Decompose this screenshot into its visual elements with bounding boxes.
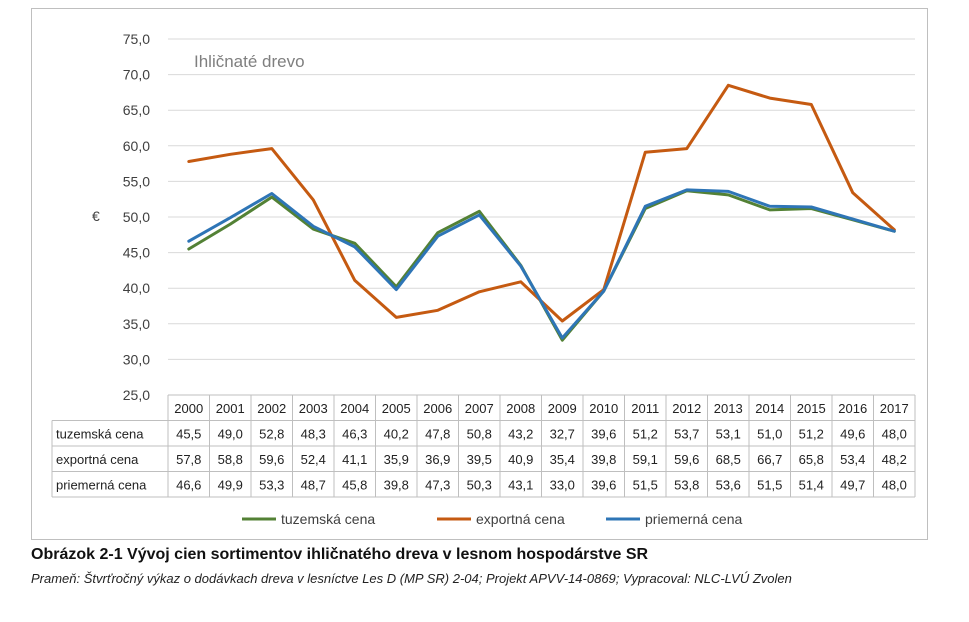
data-label: 52,8 (259, 426, 284, 441)
x-tick-label: 2004 (340, 401, 369, 416)
y-tick-label: 35,0 (123, 316, 150, 332)
data-label: 51,5 (757, 477, 782, 492)
x-tick-label: 2008 (506, 401, 535, 416)
data-label: 39,5 (467, 452, 492, 467)
figure-caption-title: Obrázok 2-1 Vývoj cien sortimentov ihlič… (31, 546, 649, 563)
data-label: 41,1 (342, 452, 367, 467)
data-label: 51,2 (633, 426, 658, 441)
data-label: 49,7 (840, 477, 865, 492)
x-tick-label: 2009 (548, 401, 577, 416)
y-tick-label: 40,0 (123, 280, 150, 296)
x-tick-label: 2013 (714, 401, 743, 416)
data-label: 51,4 (799, 477, 824, 492)
data-label: 43,2 (508, 426, 533, 441)
data-label: 45,8 (342, 477, 367, 492)
legend-label: priemerná cena (645, 511, 742, 527)
x-tick-label: 2011 (631, 401, 659, 416)
data-label: 49,6 (840, 426, 865, 441)
y-tick-label: 75,0 (123, 31, 150, 47)
data-label: 35,4 (550, 452, 575, 467)
data-label: 53,4 (840, 452, 865, 467)
data-label: 53,8 (674, 477, 699, 492)
table-row-label: exportná cena (56, 452, 139, 467)
data-label: 47,8 (425, 426, 450, 441)
figure-caption-source: Prameň: Štvrťročný výkaz o dodávkach dre… (31, 571, 792, 586)
data-label: 49,9 (218, 477, 243, 492)
data-label: 58,8 (218, 452, 243, 467)
data-label: 32,7 (550, 426, 575, 441)
data-label: 57,8 (176, 452, 201, 467)
x-tick-label: 2017 (880, 401, 909, 416)
data-label: 48,7 (301, 477, 326, 492)
data-label: 53,6 (716, 477, 741, 492)
table-row-label: tuzemská cena (56, 426, 144, 441)
data-label: 48,3 (301, 426, 326, 441)
data-label: 39,8 (591, 452, 616, 467)
y-tick-label: 70,0 (123, 67, 150, 83)
data-label: 46,6 (176, 477, 201, 492)
data-label: 59,1 (633, 452, 658, 467)
data-label: 47,3 (425, 477, 450, 492)
data-label: 50,8 (467, 426, 492, 441)
x-tick-label: 2001 (216, 401, 245, 416)
data-label: 65,8 (799, 452, 824, 467)
data-label: 49,0 (218, 426, 243, 441)
y-tick-label: 45,0 (123, 245, 150, 261)
data-label: 68,5 (716, 452, 741, 467)
series-line (187, 188, 896, 340)
legend-label: tuzemská cena (281, 511, 375, 527)
x-tick-label: 2014 (755, 401, 784, 416)
data-label: 51,0 (757, 426, 782, 441)
data-label: 45,5 (176, 426, 201, 441)
x-tick-label: 2010 (589, 401, 618, 416)
line-chart: 25,0 30,0 35,0 40,0 45,0 50,0 55,0 60,0 65,0 70,0… (51, 31, 916, 527)
y-tick-label: 55,0 (123, 173, 150, 189)
legend-label: exportná cena (476, 511, 565, 527)
data-label: 59,6 (259, 452, 284, 467)
data-label: 50,3 (467, 477, 492, 492)
chart-frame: 25,0 30,0 35,0 40,0 45,0 50,0 55,0 60,0 65,0 70,0… (31, 8, 928, 540)
series-line (187, 83, 896, 323)
data-label: 35,9 (384, 452, 409, 467)
chart-title: Ihličnaté drevo (194, 52, 305, 71)
y-tick-label: 25,0 (123, 387, 150, 403)
data-label: 59,6 (674, 452, 699, 467)
data-label: 53,7 (674, 426, 699, 441)
x-tick-label: 2015 (797, 401, 826, 416)
data-label: 36,9 (425, 452, 450, 467)
x-tick-label: 2003 (299, 401, 328, 416)
data-label: 40,2 (384, 426, 409, 441)
x-tick-label: 2016 (838, 401, 867, 416)
data-label: 51,5 (633, 477, 658, 492)
y-tick-label: 60,0 (123, 138, 150, 154)
data-label: 39,6 (591, 477, 616, 492)
data-label: 48,0 (882, 426, 907, 441)
data-label: 53,3 (259, 477, 284, 492)
table-row-label: priemerná cena (56, 477, 147, 492)
data-label: 43,1 (508, 477, 533, 492)
x-tick-label: 2002 (257, 401, 286, 416)
y-tick-label: 65,0 (123, 102, 150, 118)
x-tick-label: 2006 (423, 401, 452, 416)
data-label: 52,4 (301, 452, 326, 467)
y-tick-label: 50,0 (123, 209, 150, 225)
x-tick-label: 2005 (382, 401, 411, 416)
data-label: 40,9 (508, 452, 533, 467)
y-tick-label: 30,0 (123, 351, 150, 367)
y-axis-label: € (92, 208, 100, 224)
data-label: 66,7 (757, 452, 782, 467)
data-label: 39,6 (591, 426, 616, 441)
data-label: 39,8 (384, 477, 409, 492)
data-label: 48,0 (882, 477, 907, 492)
data-label: 33,0 (550, 477, 575, 492)
x-tick-label: 2000 (174, 401, 203, 416)
x-tick-label: 2007 (465, 401, 494, 416)
data-label: 46,3 (342, 426, 367, 441)
x-tick-label: 2012 (672, 401, 701, 416)
data-label: 51,2 (799, 426, 824, 441)
data-label: 48,2 (882, 452, 907, 467)
data-label: 53,1 (716, 426, 741, 441)
